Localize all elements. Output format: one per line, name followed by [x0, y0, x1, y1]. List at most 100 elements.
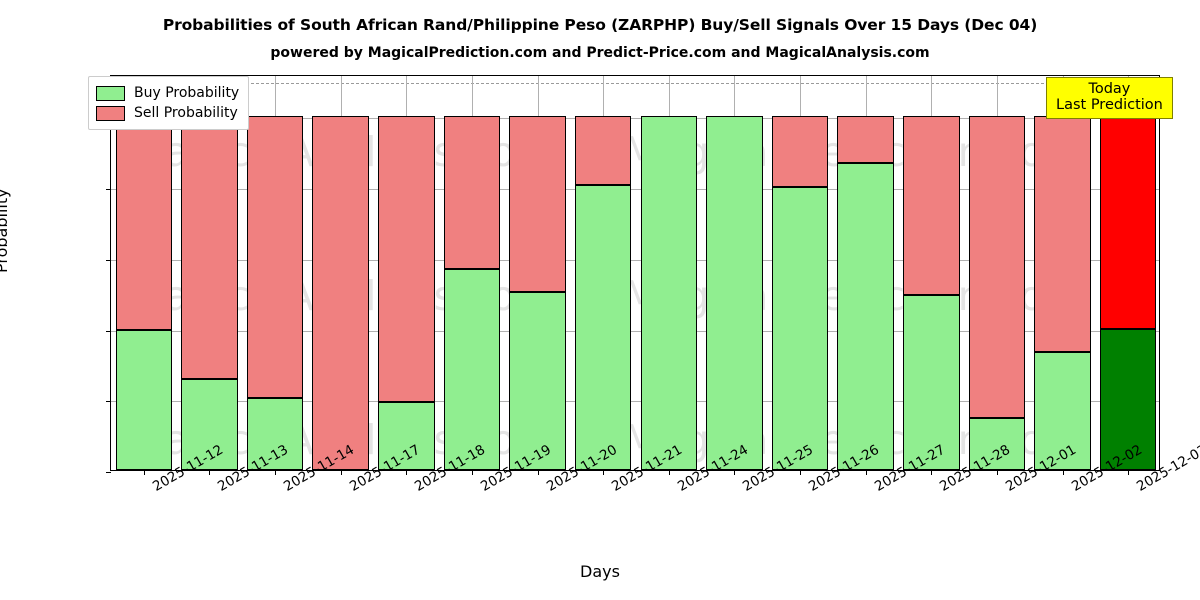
- y-tick-mark: [106, 259, 111, 261]
- today-line-2: Last Prediction: [1056, 97, 1163, 114]
- x-tick-label: 2025-12-01: [1003, 442, 1079, 495]
- bar-group[interactable]: [312, 76, 369, 470]
- bar-group[interactable]: [771, 76, 829, 470]
- bar-group[interactable]: [1034, 76, 1091, 470]
- x-tick-mark: [275, 470, 277, 475]
- bar-group[interactable]: [640, 76, 698, 470]
- bar-segment-buy[interactable]: [378, 402, 435, 470]
- x-tick-label: 2025-11-27: [872, 442, 948, 495]
- bar-segment-buy[interactable]: [574, 184, 632, 470]
- y-tick-mark: [106, 330, 111, 332]
- x-tick-mark: [537, 470, 539, 475]
- bar-segment-sell[interactable]: [181, 116, 238, 379]
- bar-group[interactable]: [706, 76, 763, 470]
- x-tick-label: 2025-11-21: [609, 442, 685, 495]
- x-tick-label: 2025-11-19: [478, 442, 554, 495]
- x-tick-label: 2025-11-14: [281, 442, 357, 495]
- legend-item[interactable]: Buy Probability: [96, 83, 239, 103]
- bar-segment-buy[interactable]: [903, 294, 960, 470]
- plot-clip: MagicalAnalysis.comMagicalPrediction.com…: [111, 76, 1159, 470]
- bar-segment-buy[interactable]: [640, 116, 698, 470]
- y-tick-mark: [106, 401, 111, 403]
- x-tick-mark: [340, 470, 342, 475]
- x-tick-label: 2025-11-20: [544, 442, 620, 495]
- x-tick-mark: [865, 470, 867, 475]
- bar-group[interactable]: [443, 76, 501, 470]
- bar-segment-buy[interactable]: [181, 378, 238, 470]
- bar-segment-sell[interactable]: [1099, 116, 1157, 330]
- x-tick-mark: [1128, 470, 1130, 475]
- bar-group[interactable]: [903, 76, 960, 470]
- bar-segment-sell[interactable]: [312, 116, 369, 470]
- bar-segment-buy[interactable]: [968, 418, 1026, 470]
- bar-segment-sell[interactable]: [246, 116, 304, 398]
- bar-segment-buy[interactable]: [246, 397, 304, 470]
- chart-subtitle: powered by MagicalPrediction.com and Pre…: [270, 45, 930, 61]
- gridline-horizontal: [111, 330, 1159, 332]
- bar-segment-buy[interactable]: [115, 330, 173, 470]
- bar-segment-sell[interactable]: [574, 116, 632, 185]
- plot-area: MagicalAnalysis.comMagicalPrediction.com…: [106, 75, 1200, 495]
- bar-segment-buy[interactable]: [509, 291, 566, 470]
- gridline-horizontal: [111, 189, 1159, 191]
- x-tick-mark: [1062, 470, 1064, 475]
- legend-label: Sell Probability: [134, 105, 238, 121]
- bar-segment-sell[interactable]: [443, 116, 501, 270]
- legend-label: Buy Probability: [134, 85, 240, 101]
- x-tick-label: 2025-11-13: [215, 442, 291, 495]
- x-tick-label: 2025-12-02: [1069, 442, 1145, 495]
- bar-group[interactable]: [115, 76, 173, 470]
- gridline-horizontal: [111, 118, 1159, 120]
- bar-segment-sell[interactable]: [837, 116, 894, 164]
- bar-segment-buy[interactable]: [706, 116, 763, 470]
- bar-segment-sell[interactable]: [509, 116, 566, 292]
- chart-legend[interactable]: Buy Probability Sell Probability: [88, 76, 250, 130]
- gridline-horizontal: [111, 401, 1159, 403]
- x-tick-label: 2025-11-17: [347, 442, 423, 495]
- bar-segment-sell[interactable]: [1034, 116, 1091, 352]
- bar-group[interactable]: [574, 76, 632, 470]
- bar-group[interactable]: [378, 76, 435, 470]
- bar-group[interactable]: [181, 76, 238, 470]
- today-annotation: Today Last Prediction: [1046, 77, 1173, 120]
- x-tick-mark: [996, 470, 998, 475]
- bar-group[interactable]: [968, 76, 1026, 470]
- bar-segment-buy[interactable]: [1034, 351, 1091, 470]
- x-tick-label: 2025-11-28: [937, 442, 1013, 495]
- bar-segment-buy[interactable]: [771, 186, 829, 470]
- bar-group[interactable]: [1099, 76, 1157, 470]
- x-tick-mark: [143, 470, 145, 475]
- bar-group[interactable]: [246, 76, 304, 470]
- x-tick-mark: [800, 470, 802, 475]
- bar-segment-buy[interactable]: [837, 163, 894, 470]
- x-tick-mark: [209, 470, 211, 475]
- bar-segment-sell[interactable]: [903, 116, 960, 295]
- x-tick-mark: [471, 470, 473, 475]
- bar-segment-sell[interactable]: [968, 116, 1026, 419]
- y-axis-label: Probability: [0, 188, 11, 273]
- gridline-dashed-top: [111, 83, 1159, 85]
- x-tick-label: 2025-12-03: [1134, 441, 1200, 495]
- today-line-1: Today: [1088, 81, 1131, 97]
- x-tick-mark: [406, 470, 408, 475]
- bar-segment-sell[interactable]: [378, 116, 435, 403]
- x-tick-mark: [931, 470, 933, 475]
- bar-segment-buy[interactable]: [1099, 329, 1157, 470]
- x-tick-label: 2025-11-26: [806, 442, 882, 495]
- x-tick-label: 2025-11-18: [412, 442, 488, 495]
- chart-title: Probabilities of South African Rand/Phil…: [162, 16, 1038, 34]
- x-tick-label: 2025-11-12: [150, 442, 226, 495]
- bar-group[interactable]: [509, 76, 566, 470]
- gridline-horizontal: [111, 259, 1159, 261]
- x-tick-mark: [603, 470, 605, 475]
- bar-segment-sell[interactable]: [115, 116, 173, 330]
- bar-segment-buy[interactable]: [443, 269, 501, 470]
- legend-swatch-icon: [96, 105, 125, 121]
- legend-item[interactable]: Sell Probability: [96, 103, 239, 123]
- bar-group[interactable]: [837, 76, 894, 470]
- x-tick-mark: [734, 470, 736, 475]
- bar-segment-sell[interactable]: [771, 116, 829, 187]
- x-tick-label: 2025-11-24: [675, 442, 751, 495]
- x-axis-label: Days: [580, 562, 620, 581]
